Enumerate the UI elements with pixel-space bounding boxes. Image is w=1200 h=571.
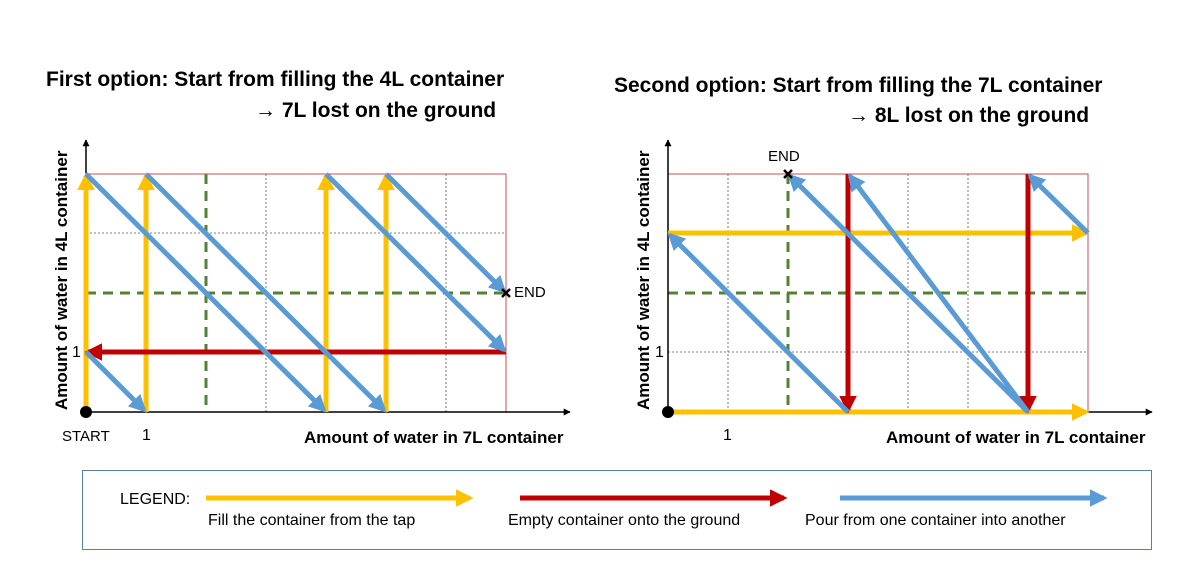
left-x-axis-label: Amount of water in 7L container: [304, 428, 564, 447]
right-target-lines: [668, 174, 1088, 412]
left-subtitle: → 7L lost on the ground: [255, 99, 497, 122]
legend-fill-text: Fill the container from the tap: [208, 512, 416, 529]
right-pour-arrows: [667, 173, 1090, 414]
left-diagram: [77, 139, 571, 418]
right-end-label: END: [768, 148, 800, 165]
left-pour-arrows: [84, 172, 507, 413]
left-end-marker: [501, 288, 511, 298]
right-y-tick-1: 1: [655, 344, 664, 361]
right-subtitle: → 8L lost on the ground: [848, 104, 1090, 127]
left-start-label: START: [62, 428, 110, 445]
legend-box: [82, 470, 1152, 550]
right-start-point: [662, 406, 674, 418]
left-x-tick-1: 1: [142, 427, 151, 444]
right-fill-arrows: [668, 224, 1090, 421]
right-x-axis-label: Amount of water in 7L container: [886, 428, 1146, 447]
left-start-point: [80, 406, 92, 418]
right-title: Second option: Start from filling the 7L…: [614, 74, 1103, 97]
left-end-label: END: [514, 284, 546, 301]
left-fill-arrows: [77, 172, 395, 412]
right-end-marker: [783, 169, 793, 179]
legend-pour-text: Pour from one container into another: [805, 512, 1066, 529]
left-title: First option: Start from filling the 4L …: [46, 68, 505, 91]
legend-title: LEGEND:: [120, 491, 191, 508]
right-empty-arrows: [839, 174, 1037, 414]
right-diagram: [662, 139, 1153, 421]
right-x-tick-1: 1: [723, 427, 732, 444]
legend-empty-text: Empty container onto the ground: [508, 512, 741, 529]
left-y-tick-1: 1: [72, 344, 81, 361]
